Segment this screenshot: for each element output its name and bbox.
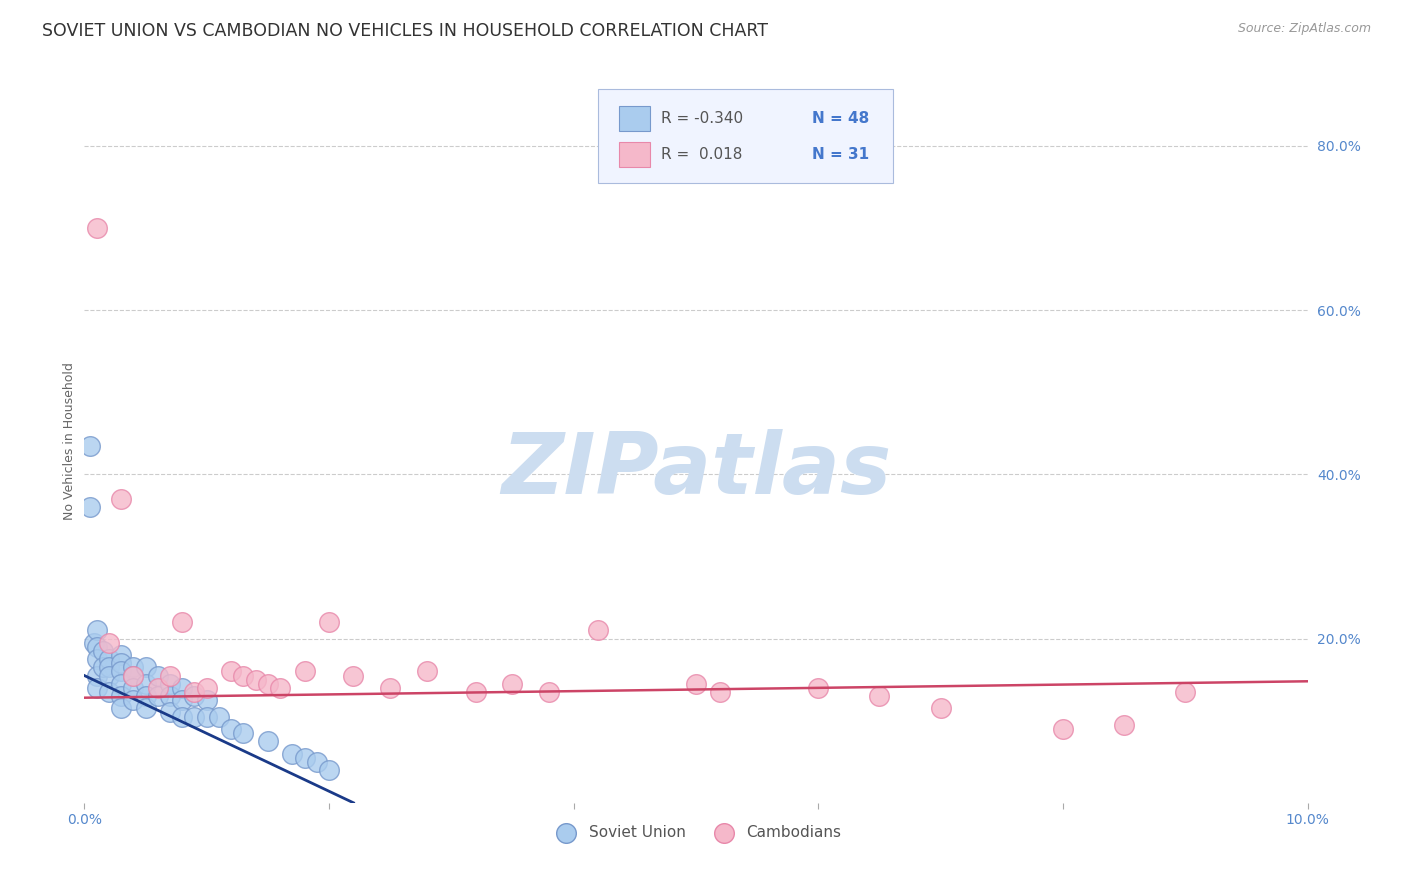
Point xyxy=(502,677,524,691)
Point xyxy=(195,693,218,707)
Point xyxy=(342,668,364,682)
Point xyxy=(172,681,194,695)
Point xyxy=(416,665,439,679)
Point xyxy=(122,660,145,674)
Point xyxy=(159,668,181,682)
Point xyxy=(135,677,157,691)
Point xyxy=(122,693,145,707)
Point xyxy=(183,689,205,703)
Point xyxy=(269,681,291,695)
Text: N = 48: N = 48 xyxy=(811,112,869,126)
Point xyxy=(195,681,218,695)
Point xyxy=(1114,718,1136,732)
Point xyxy=(97,685,120,699)
Point xyxy=(869,689,891,703)
Point xyxy=(135,689,157,703)
Point xyxy=(135,701,157,715)
Point xyxy=(86,681,108,695)
Point xyxy=(86,624,108,638)
Point xyxy=(232,668,254,682)
Point xyxy=(685,677,707,691)
Point xyxy=(86,668,108,682)
Text: ZIPatlas: ZIPatlas xyxy=(501,429,891,512)
Point xyxy=(110,677,132,691)
Point xyxy=(79,500,101,515)
Point xyxy=(146,668,169,682)
Point xyxy=(86,652,108,666)
Point xyxy=(159,677,181,691)
Point xyxy=(257,677,280,691)
Point xyxy=(97,636,120,650)
Point xyxy=(294,750,316,764)
Point xyxy=(122,668,145,682)
Point xyxy=(110,689,132,703)
Point xyxy=(380,681,402,695)
Point xyxy=(232,726,254,740)
Text: R = -0.340: R = -0.340 xyxy=(661,112,742,126)
Point xyxy=(159,706,181,720)
Legend: Soviet Union, Cambodians: Soviet Union, Cambodians xyxy=(544,819,848,846)
Point xyxy=(110,665,132,679)
Point xyxy=(135,660,157,674)
Text: N = 31: N = 31 xyxy=(811,147,869,161)
Point xyxy=(929,701,952,715)
Text: Source: ZipAtlas.com: Source: ZipAtlas.com xyxy=(1237,22,1371,36)
Point xyxy=(219,722,242,736)
Point xyxy=(97,660,120,674)
Point xyxy=(464,685,486,699)
Text: SOVIET UNION VS CAMBODIAN NO VEHICLES IN HOUSEHOLD CORRELATION CHART: SOVIET UNION VS CAMBODIAN NO VEHICLES IN… xyxy=(42,22,768,40)
Point xyxy=(305,755,328,769)
Point xyxy=(195,709,218,723)
Point xyxy=(86,640,108,654)
Point xyxy=(208,709,231,723)
Point xyxy=(110,491,132,506)
Point xyxy=(1052,722,1074,736)
Point xyxy=(97,652,120,666)
Point xyxy=(91,660,114,674)
Point xyxy=(318,615,340,630)
Point xyxy=(172,693,194,707)
Point xyxy=(110,657,132,671)
Point xyxy=(183,709,205,723)
Point xyxy=(294,665,316,679)
Point xyxy=(318,763,340,777)
Point xyxy=(245,673,267,687)
Point xyxy=(1174,685,1197,699)
Point xyxy=(79,439,101,453)
Point xyxy=(257,734,280,748)
Point xyxy=(586,624,609,638)
Point xyxy=(83,636,105,650)
Point xyxy=(86,221,108,235)
Point xyxy=(807,681,830,695)
Y-axis label: No Vehicles in Household: No Vehicles in Household xyxy=(63,363,76,520)
Text: R =  0.018: R = 0.018 xyxy=(661,147,742,161)
Point xyxy=(97,668,120,682)
Point xyxy=(183,685,205,699)
Point xyxy=(122,681,145,695)
Point xyxy=(709,685,731,699)
Point xyxy=(538,685,561,699)
Point xyxy=(110,701,132,715)
Point xyxy=(281,747,304,761)
Point xyxy=(122,668,145,682)
Point xyxy=(159,689,181,703)
Point xyxy=(146,681,169,695)
Point xyxy=(219,665,242,679)
Point xyxy=(172,615,194,630)
Point xyxy=(110,648,132,662)
Point xyxy=(172,709,194,723)
Point xyxy=(146,689,169,703)
Point xyxy=(91,644,114,658)
